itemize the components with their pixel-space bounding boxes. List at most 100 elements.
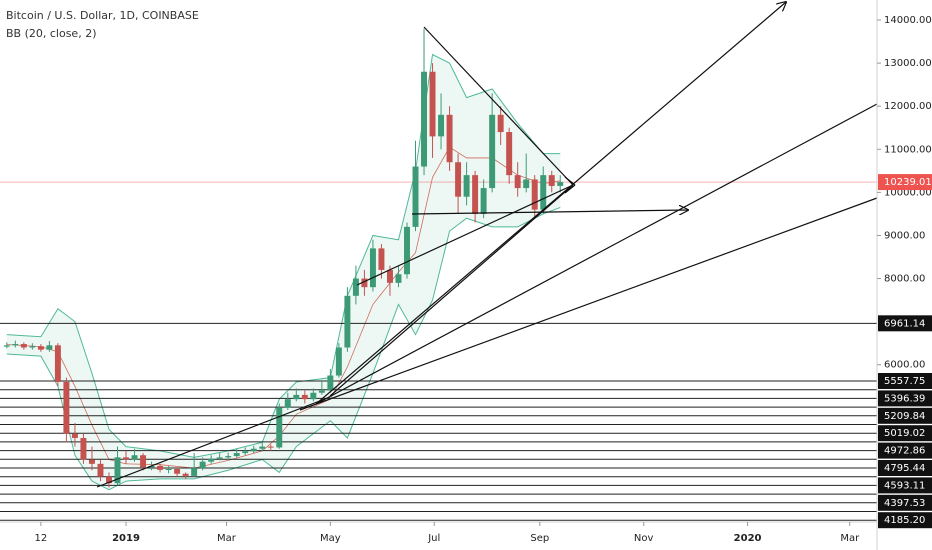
candle-body: [301, 394, 308, 400]
trend-line: [96, 396, 331, 488]
candle-body: [225, 456, 232, 458]
candle-body: [395, 274, 402, 283]
candle-body: [250, 448, 257, 452]
x-tick-label: Sep: [530, 533, 549, 544]
candle-body: [276, 407, 283, 448]
candle-body: [216, 457, 223, 459]
price-line-tag: [878, 512, 932, 529]
candle-body: [369, 248, 376, 288]
price-line-label: 5019.02: [884, 428, 925, 439]
candle-body: [114, 457, 121, 484]
trend-arrow: [411, 210, 688, 214]
candle-body: [523, 179, 530, 189]
bb-upper: [6, 53, 561, 458]
candle-body: [506, 132, 513, 176]
x-tick-label: Jul: [427, 533, 440, 544]
trend-line: [299, 197, 878, 411]
candle-body: [140, 455, 147, 468]
candle-body: [37, 346, 44, 350]
candle-body: [46, 345, 53, 350]
y-tick-label: 14000.00: [884, 15, 932, 26]
y-tick-label: 13000.00: [884, 58, 932, 69]
x-tick-label: Nov: [634, 533, 654, 544]
candle-body: [386, 269, 393, 283]
price-line-label: 5557.75: [884, 376, 925, 387]
x-tick-label: 12: [35, 533, 48, 544]
candle-body: [344, 295, 351, 348]
x-tick-label: May: [320, 533, 341, 544]
candle-body: [71, 433, 78, 438]
candle-body: [497, 114, 504, 133]
candle-body: [335, 347, 342, 376]
candle-body: [208, 458, 215, 462]
candle-body: [318, 390, 325, 393]
candle-body: [191, 468, 198, 476]
candle-body: [63, 381, 70, 434]
time-axis: [0, 522, 877, 550]
candle-body: [557, 182, 564, 186]
price-line-tag: [878, 373, 932, 389]
x-tick-label: Mar: [217, 533, 237, 544]
y-tick-label: 8000.00: [884, 274, 925, 285]
last-price-label: 10239.01: [884, 177, 932, 188]
candle-body: [404, 226, 410, 275]
x-tick-label: 2019: [112, 533, 140, 544]
candle-body: [310, 392, 317, 400]
candles-layer: [3, 28, 564, 488]
candle-body: [540, 175, 547, 210]
bb-basis: [6, 146, 561, 469]
trend-line: [423, 26, 574, 186]
chart-title: Bitcoin / U.S. Dollar, 1D, COINBASE: [6, 9, 199, 22]
price-line-tag: [878, 390, 932, 407]
candle-body: [284, 399, 291, 408]
candle-body: [3, 345, 10, 347]
trend-line: [315, 103, 878, 405]
price-line-tag: [878, 442, 932, 459]
price-line-label: 4972.86: [884, 446, 925, 457]
y-tick-label: 11000.00: [884, 144, 932, 155]
price-line-tag: [878, 477, 932, 494]
candle-body: [174, 469, 181, 474]
candle-body: [293, 394, 300, 400]
candle-body: [514, 175, 521, 189]
candle-body: [327, 375, 334, 391]
trend-line: [329, 184, 574, 397]
candle-body: [489, 114, 496, 189]
candle-body: [54, 345, 61, 382]
candle-body: [233, 453, 240, 457]
trend-arrow-head: [564, 184, 576, 194]
candle-body: [199, 461, 206, 469]
candle-body: [12, 344, 19, 346]
candle-body: [242, 451, 249, 454]
candle-body: [463, 175, 470, 197]
trend-drawings: [96, 2, 878, 488]
trend-line: [356, 184, 574, 286]
y-tick-label: 6000.00: [884, 360, 925, 371]
candle-body: [421, 71, 428, 167]
candle-body: [531, 179, 538, 210]
candle-body: [352, 278, 359, 296]
candle-body: [131, 455, 138, 460]
price-line-label: 4185.20: [884, 515, 925, 526]
y-tick-label: 9000.00: [884, 230, 925, 241]
trend-arrow: [315, 2, 786, 405]
price-line-label: 4795.44: [884, 463, 925, 474]
price-line-label: 4397.53: [884, 498, 925, 509]
candle-body: [378, 248, 385, 270]
candle-body: [438, 114, 445, 137]
candle-body: [361, 278, 368, 288]
price-line-tag: [878, 425, 932, 442]
candle-body: [446, 114, 453, 163]
candle-body: [88, 459, 95, 464]
price-line-tag: [878, 460, 932, 476]
candle-body: [157, 465, 164, 470]
price-line-label: 5396.39: [884, 393, 925, 404]
candle-body: [148, 465, 155, 468]
candle-body: [259, 446, 266, 449]
plot-area: [0, 0, 877, 522]
candle-body: [106, 476, 112, 484]
x-tick-label: Mar: [840, 533, 860, 544]
key-level-label: 6961.14: [884, 318, 925, 329]
